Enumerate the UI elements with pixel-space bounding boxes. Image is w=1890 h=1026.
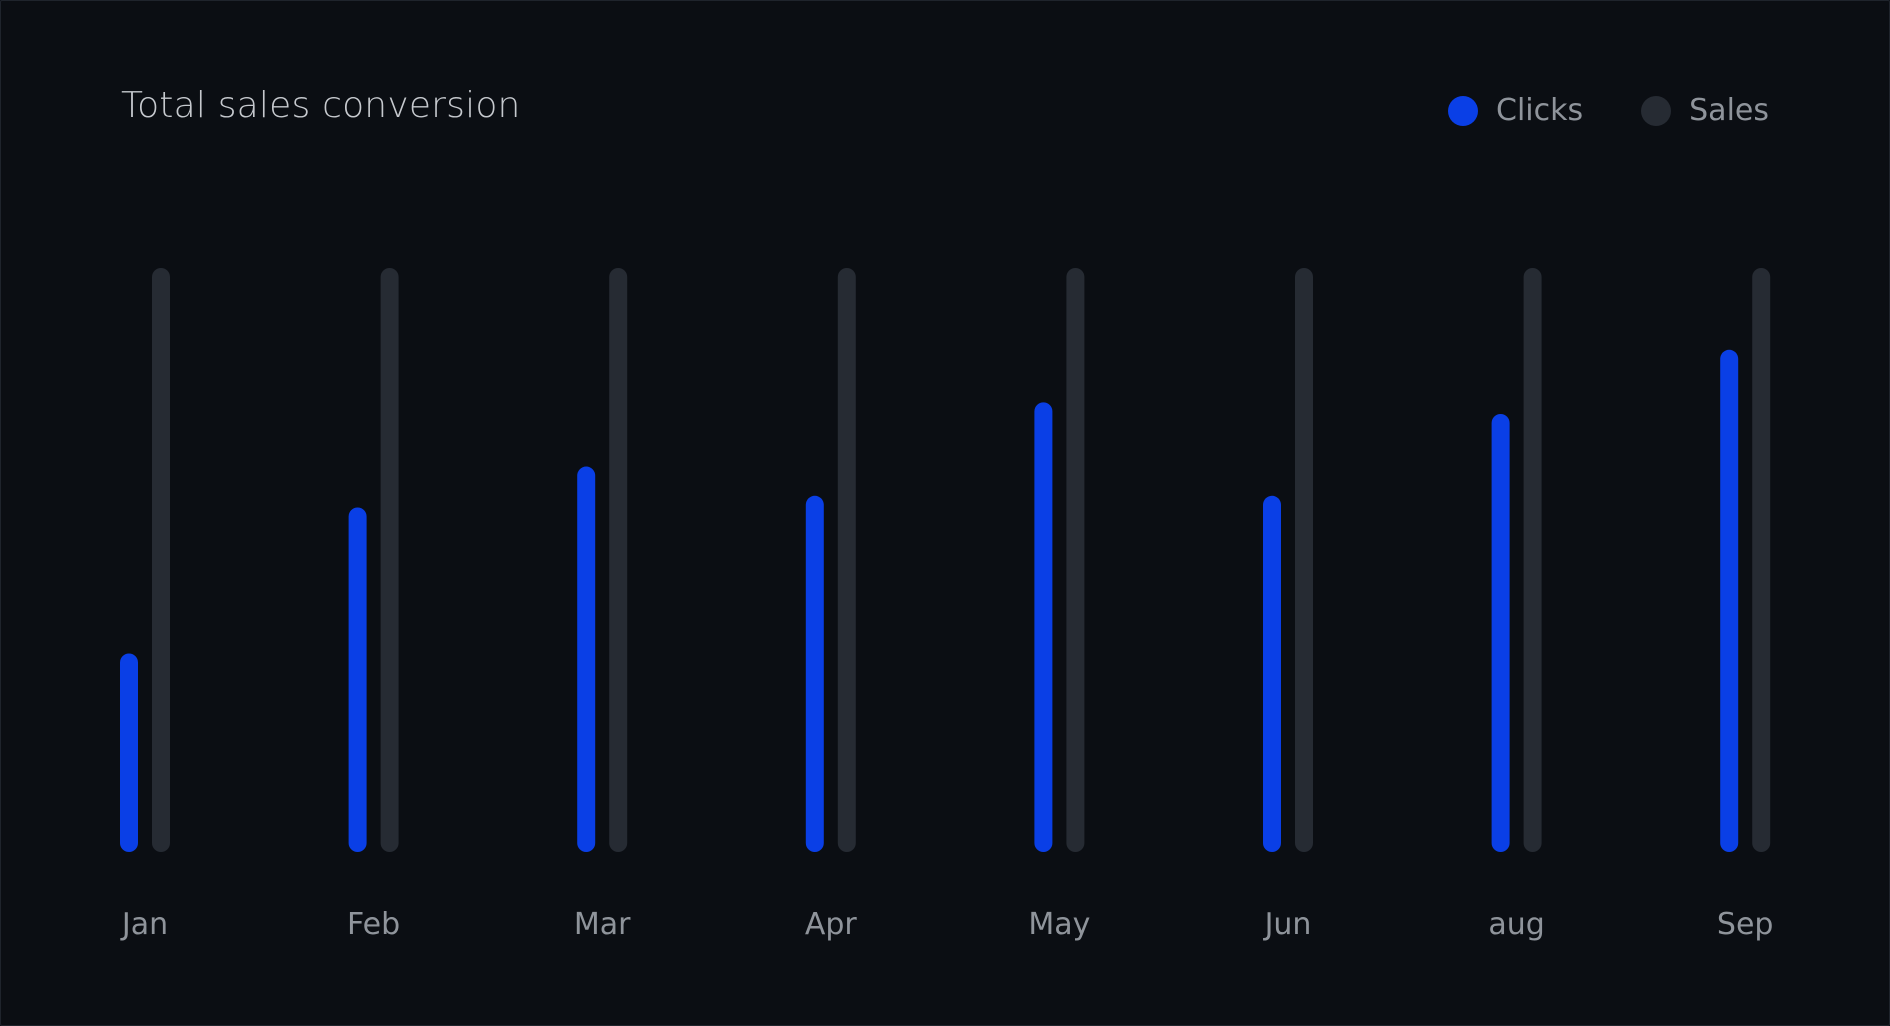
bar-clicks-mar[interactable]	[577, 466, 596, 852]
bar-clicks-apr[interactable]	[805, 495, 824, 852]
bar-sales-aug[interactable]	[1523, 268, 1542, 852]
legend-swatch-sales	[1641, 95, 1672, 126]
x-tick-label: Mar	[574, 907, 631, 942]
x-tick-label: Sep	[1717, 907, 1774, 942]
legend-label-sales: Sales	[1689, 93, 1769, 128]
bar-clicks-aug[interactable]	[1491, 414, 1510, 852]
bar-clicks-jun[interactable]	[1263, 495, 1281, 852]
bar-clicks-may[interactable]	[1034, 402, 1053, 852]
bar-sales-mar[interactable]	[609, 268, 628, 852]
x-tick-label: Jun	[1263, 907, 1312, 942]
x-tick-label: Jan	[120, 907, 168, 942]
bar-sales-sep[interactable]	[1752, 268, 1771, 852]
chart-legend: Clicks Sales	[1448, 93, 1769, 128]
legend-item-sales[interactable]: Sales	[1641, 93, 1769, 128]
chart-title: Total sales conversion	[121, 85, 521, 126]
x-tick-label: May	[1028, 907, 1090, 942]
bar-sales-apr[interactable]	[837, 268, 856, 852]
bar-sales-feb[interactable]	[380, 268, 399, 852]
bar-sales-may[interactable]	[1066, 268, 1085, 852]
x-tick-label: Feb	[347, 907, 400, 942]
bar-clicks-feb[interactable]	[348, 507, 367, 852]
bar-clicks-sep[interactable]	[1720, 349, 1739, 852]
bar-sales-jun[interactable]	[1295, 268, 1313, 852]
legend-item-clicks[interactable]: Clicks	[1448, 93, 1583, 128]
legend-swatch-clicks	[1448, 95, 1479, 126]
x-tick-label: Apr	[805, 907, 858, 942]
bar-sales-jan[interactable]	[152, 268, 170, 852]
x-tick-label: aug	[1488, 907, 1544, 942]
bar-clicks-jan[interactable]	[120, 653, 138, 852]
legend-label-clicks: Clicks	[1496, 93, 1584, 128]
